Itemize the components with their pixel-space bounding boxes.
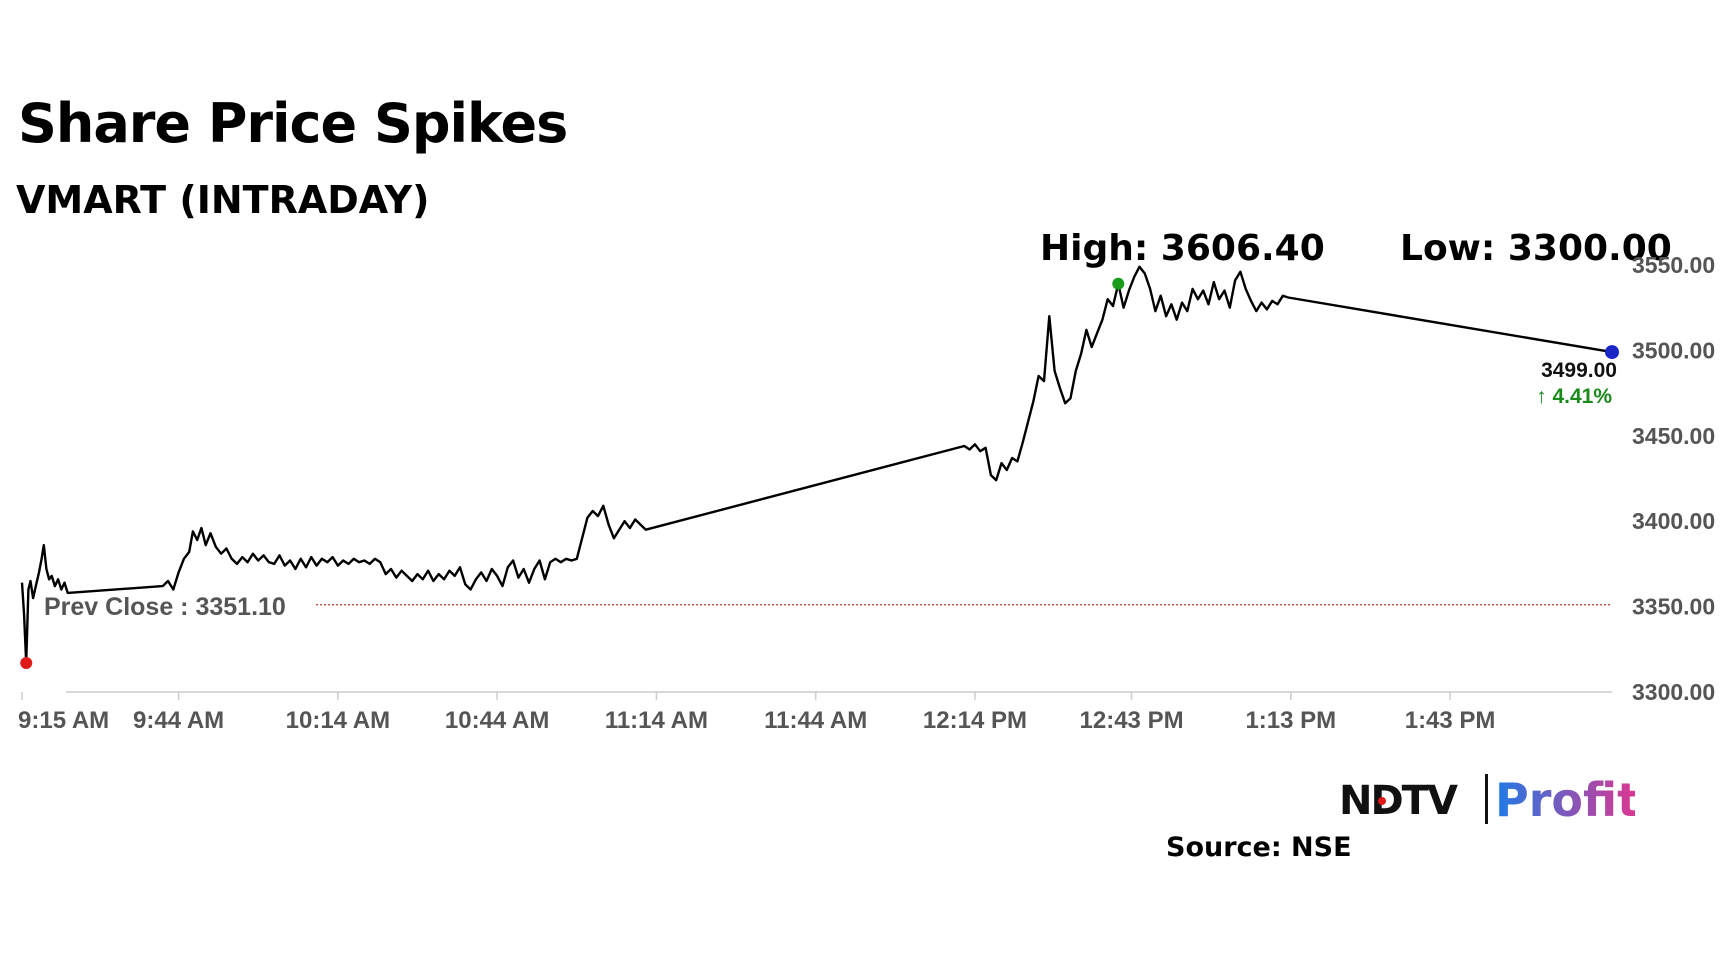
last-marker xyxy=(1605,345,1619,360)
x-tick-label: 12:14 PM xyxy=(923,707,1027,734)
chart-title: Share Price Spikes xyxy=(18,92,568,155)
y-tick-label: 3450.00 xyxy=(1632,423,1715,449)
x-tick-label: 1:43 PM xyxy=(1405,707,1496,734)
y-axis-ticks: 3300.00 3350.00 3400.00 3450.00 3500.00 3550.… xyxy=(1632,252,1715,705)
high-label: High: 3606.40 xyxy=(1040,228,1325,269)
brand-dot xyxy=(1378,797,1386,805)
last-value-label: 3499.00 xyxy=(1541,359,1617,382)
high-marker xyxy=(1112,277,1125,290)
chart-subtitle: VMART (INTRADAY) xyxy=(16,178,430,222)
x-tick-label: 1:13 PM xyxy=(1245,707,1336,734)
low-label: Low: 3300.00 xyxy=(1400,228,1672,269)
x-tick-label: 10:14 AM xyxy=(286,707,390,734)
y-tick-label: 3550.00 xyxy=(1632,252,1715,278)
x-tick-label: 9:15 AM xyxy=(18,707,109,734)
ndtv-profit-logo: NDTV Profit xyxy=(1339,773,1635,827)
x-tick-label: 11:44 AM xyxy=(764,707,867,734)
brand-ndtv: NDTV xyxy=(1339,778,1458,824)
y-tick-label: 3300.00 xyxy=(1632,679,1715,705)
x-tick-label: 11:14 AM xyxy=(605,707,708,734)
y-tick-label: 3350.00 xyxy=(1632,594,1715,620)
brand-divider xyxy=(1485,774,1488,824)
low-marker xyxy=(20,656,33,669)
y-tick-label: 3400.00 xyxy=(1632,508,1715,534)
source-note: Source: NSE xyxy=(1166,832,1352,863)
change-percent-label: ↑ 4.41% xyxy=(1536,385,1612,408)
price-series xyxy=(20,265,1613,665)
x-tick-label: 9:44 AM xyxy=(133,707,224,734)
x-tick-label: 12:43 PM xyxy=(1080,707,1184,734)
prev-close-label: Prev Close : 3351.10 xyxy=(44,593,286,621)
brand-profit: Profit xyxy=(1495,773,1635,827)
x-tick-label: 10:44 AM xyxy=(445,707,549,734)
x-axis-ticks: 9:15 AM 9:44 AM 10:14 AM 10:44 AM 11:14 AM 11… xyxy=(18,692,1495,734)
price-line xyxy=(20,265,1613,665)
y-tick-label: 3500.00 xyxy=(1632,337,1715,363)
